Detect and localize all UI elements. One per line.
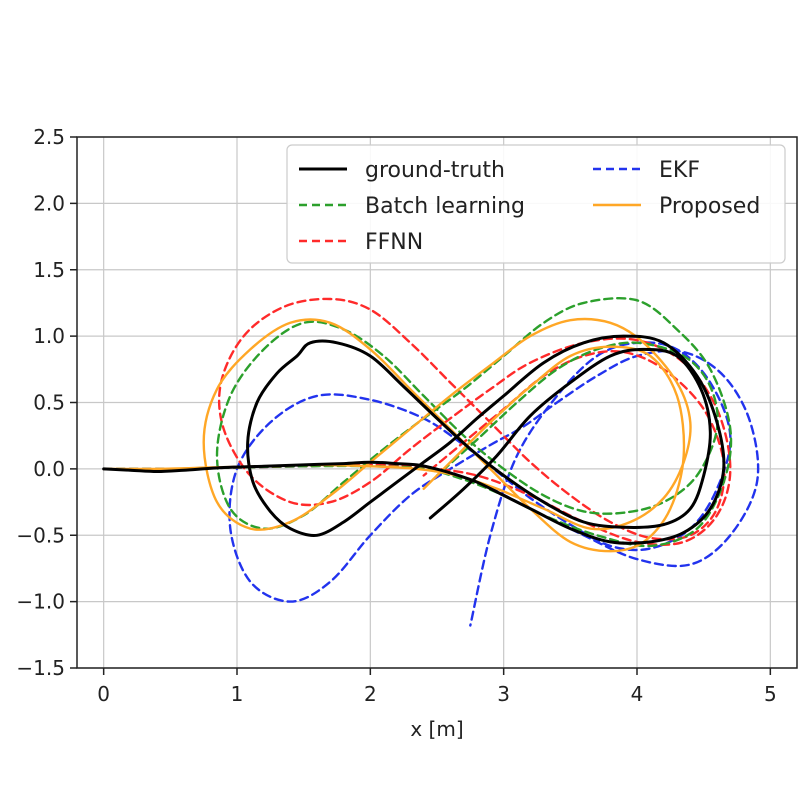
series-layer — [102, 297, 760, 627]
y-tick-label: 1.5 — [33, 258, 65, 282]
y-tick-label: −0.5 — [16, 523, 65, 547]
y-tick-label: −1.0 — [16, 590, 65, 614]
legend-label-batch-learning: Batch learning — [365, 194, 525, 219]
legend-box — [286, 144, 786, 264]
legend: ground-truth Batch learning FFNN EKF Propose… — [286, 144, 786, 264]
y-tick-label: −1.5 — [16, 656, 65, 680]
x-axis-label: x [m] — [410, 717, 463, 741]
y-tick-label: 0.5 — [33, 391, 65, 415]
x-tick-label: 3 — [497, 682, 510, 706]
legend-label-proposed: Proposed — [659, 194, 760, 219]
y-tick-label: 2.0 — [33, 191, 65, 215]
series-line-ground-truth — [102, 334, 726, 545]
legend-label-ffnn: FFNN — [365, 230, 423, 255]
x-tick-label: 5 — [764, 682, 777, 706]
y-tick-label: 0.0 — [33, 457, 65, 481]
y-tick-label: 1.0 — [33, 324, 65, 348]
series-line-proposed — [102, 317, 692, 553]
plot-frame — [76, 136, 798, 669]
x-tick-label: 1 — [231, 682, 244, 706]
legend-label-ekf: EKF — [659, 158, 700, 183]
x-tick-label: 4 — [631, 682, 644, 706]
x-axis-ticks: 0 1 2 3 4 5 — [97, 668, 777, 706]
legend-label-ground-truth: ground-truth — [365, 158, 505, 183]
y-axis-ticks: −1.5 −1.0 −0.5 0.0 0.5 1.0 1.5 2.0 2.5 — [16, 125, 77, 680]
x-tick-label: 2 — [364, 682, 377, 706]
y-tick-label: 2.5 — [33, 125, 65, 149]
x-tick-label: 0 — [97, 682, 110, 706]
